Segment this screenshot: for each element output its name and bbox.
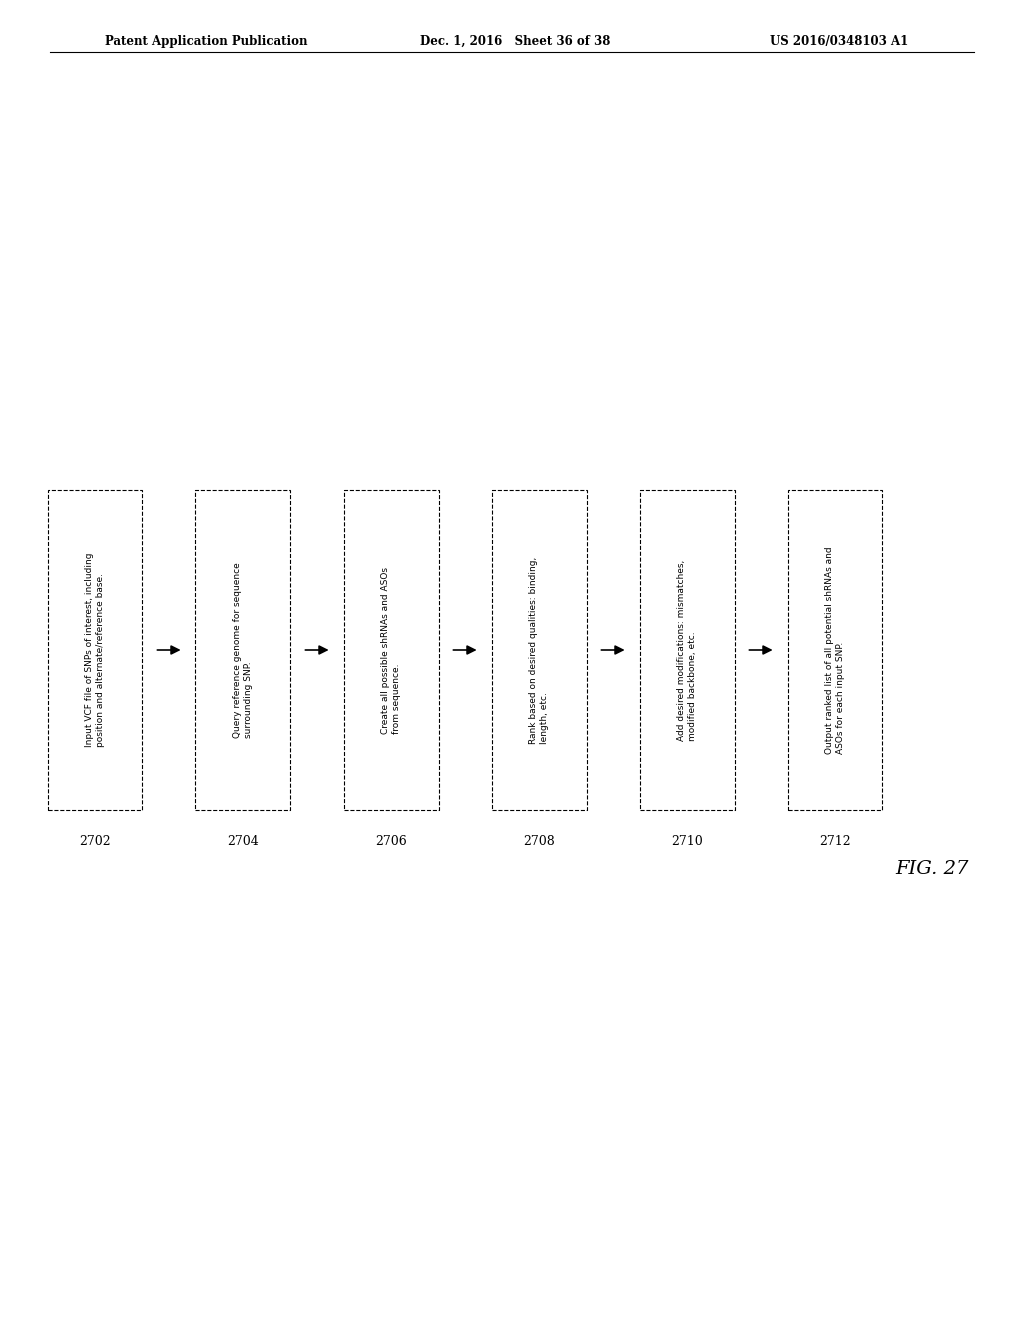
FancyBboxPatch shape (343, 490, 438, 810)
Text: US 2016/0348103 A1: US 2016/0348103 A1 (770, 36, 908, 48)
FancyBboxPatch shape (787, 490, 883, 810)
Text: Dec. 1, 2016   Sheet 36 of 38: Dec. 1, 2016 Sheet 36 of 38 (420, 36, 610, 48)
FancyBboxPatch shape (640, 490, 734, 810)
FancyBboxPatch shape (196, 490, 291, 810)
Text: Input VCF file of SNPs of interest, including
position and alternate/reference b: Input VCF file of SNPs of interest, incl… (85, 553, 104, 747)
FancyBboxPatch shape (47, 490, 142, 810)
Text: Output ranked list of all potential shRNAs and
ASOs for each input SNP.: Output ranked list of all potential shRN… (825, 546, 845, 754)
Text: FIG. 27: FIG. 27 (895, 861, 969, 878)
Text: Query reference genome for sequence
surrounding SNP.: Query reference genome for sequence surr… (233, 562, 253, 738)
Text: 2712: 2712 (819, 836, 851, 847)
Text: 2702: 2702 (79, 836, 111, 847)
Text: 2710: 2710 (671, 836, 702, 847)
Text: 2706: 2706 (375, 836, 407, 847)
Text: 2708: 2708 (523, 836, 555, 847)
Text: Add desired modifications: mismatches,
modified backbone, etc.: Add desired modifications: mismatches, m… (677, 560, 696, 741)
Text: 2704: 2704 (227, 836, 259, 847)
FancyBboxPatch shape (492, 490, 587, 810)
Text: Patent Application Publication: Patent Application Publication (105, 36, 307, 48)
Text: Create all possible shRNAs and ASOs
from sequence.: Create all possible shRNAs and ASOs from… (381, 566, 400, 734)
Text: Rank based on desired qualities: binding,
length, etc.: Rank based on desired qualities: binding… (529, 556, 549, 743)
